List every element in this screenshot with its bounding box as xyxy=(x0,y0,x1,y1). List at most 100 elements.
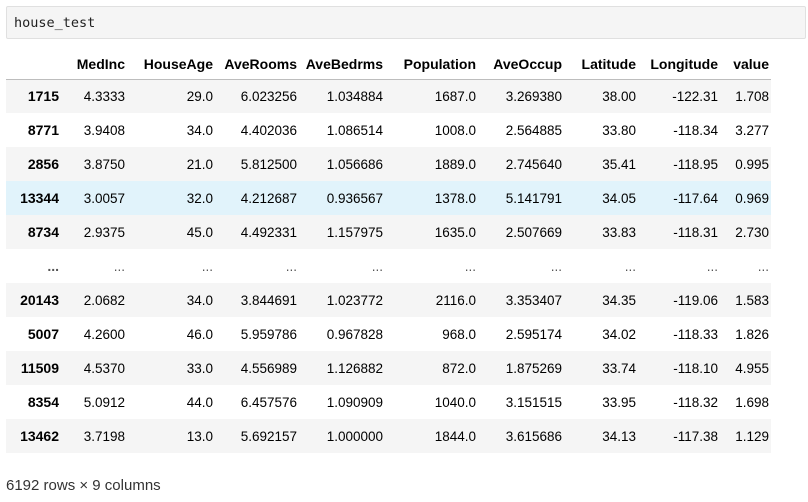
table-cell: 1040.0 xyxy=(434,394,476,410)
table-row: 11509 4.5370 33.0 4.556989 1.126882 872.0 1.87… xyxy=(6,351,771,385)
table-cell: 21.0 xyxy=(186,156,213,172)
table-cell: 2.564885 xyxy=(505,122,562,138)
column-header: AveOccup xyxy=(478,49,564,80)
table-cell: 6.023256 xyxy=(240,88,297,104)
table-cell: -118.31 xyxy=(673,224,718,240)
table-cell: 1687.0 xyxy=(434,88,476,104)
table-cell: 3.353407 xyxy=(505,292,562,308)
table-cell: 1.157975 xyxy=(326,224,383,240)
table-cell: 5.812500 xyxy=(240,156,297,172)
table-cell: 33.80 xyxy=(602,122,636,138)
table-cell: -118.10 xyxy=(673,360,718,376)
table-cell: ... xyxy=(464,258,476,274)
table-cell: ... xyxy=(757,258,769,274)
table-cell: 34.35 xyxy=(602,292,636,308)
table-cell: 35.41 xyxy=(602,156,636,172)
table-cell: 2116.0 xyxy=(435,292,476,308)
table-cell: 3.0057 xyxy=(83,190,125,206)
table-cell: 3.151515 xyxy=(505,394,562,410)
table-cell: 1.129 xyxy=(735,428,769,444)
row-index: 1715 xyxy=(27,88,59,105)
table-row: .............................. xyxy=(6,249,771,283)
table-cell: 1.000000 xyxy=(326,428,383,444)
table-cell: 872.0 xyxy=(442,360,476,376)
table-cell: 4.402036 xyxy=(240,122,297,138)
table-cell: 32.0 xyxy=(186,190,213,206)
table-cell: 2.507669 xyxy=(505,224,562,240)
table-cell: 4.3333 xyxy=(83,88,125,104)
column-header: AveBedrms xyxy=(299,49,385,80)
table-cell: 3.277 xyxy=(735,122,769,138)
dataframe-table: MedInc HouseAge AveRooms AveBedrms Popul… xyxy=(6,49,771,453)
table-cell: 33.74 xyxy=(602,360,636,376)
table-row: 1715 4.3333 29.0 6.023256 1.034884 1687.0 3.26… xyxy=(6,79,771,113)
table-cell: 5.959786 xyxy=(240,326,297,342)
table-cell: 2.9375 xyxy=(83,224,125,240)
table-cell: 2.745640 xyxy=(505,156,562,172)
table-cell: 33.83 xyxy=(602,224,636,240)
table-cell: -122.31 xyxy=(672,88,718,104)
table-cell: 38.00 xyxy=(602,88,636,104)
table-cell: 1378.0 xyxy=(434,190,476,206)
table-cell: -119.06 xyxy=(673,292,718,308)
table-cell: -117.38 xyxy=(673,428,718,444)
column-header: value xyxy=(720,49,771,80)
column-header: AveRooms xyxy=(215,49,299,80)
row-index: ... xyxy=(47,258,59,274)
table-cell: 5.0912 xyxy=(83,394,125,410)
table-cell: 1635.0 xyxy=(434,224,476,240)
table-cell: 1.090909 xyxy=(326,394,383,410)
table-cell: 29.0 xyxy=(186,88,213,104)
column-header: Population xyxy=(385,49,478,80)
column-header: Latitude xyxy=(564,49,638,80)
table-row: 13344 3.0057 32.0 4.212687 0.936567 1378.0 5.1… xyxy=(6,181,771,215)
table-cell: 1.023772 xyxy=(326,292,383,308)
table-row: 13462 3.7198 13.0 5.692157 1.000000 1844.0 3.6… xyxy=(6,419,771,453)
table-cell: 44.0 xyxy=(186,394,213,410)
table-cell: -118.34 xyxy=(673,122,718,138)
table-cell: 1.826 xyxy=(735,326,769,342)
table-row: 8734 2.9375 45.0 4.492331 1.157975 1635.0 2.50… xyxy=(6,215,771,249)
table-cell: 5.692157 xyxy=(240,428,297,444)
table-cell: 4.492331 xyxy=(240,224,297,240)
table-cell: -118.95 xyxy=(673,156,718,172)
column-header: HouseAge xyxy=(127,49,215,80)
table-header-row: MedInc HouseAge AveRooms AveBedrms Popul… xyxy=(6,49,771,80)
row-index: 8771 xyxy=(27,122,59,138)
table-row: 5007 4.2600 46.0 5.959786 0.967828 968.0 2.595… xyxy=(6,317,771,351)
row-index: 2856 xyxy=(27,156,59,172)
table-cell: 33.0 xyxy=(186,360,213,376)
table-cell: 34.13 xyxy=(602,428,636,444)
table-cell: -118.33 xyxy=(673,326,718,342)
table-cell: 1008.0 xyxy=(434,122,476,138)
table-cell: 2.730 xyxy=(735,224,769,240)
table-cell: 34.0 xyxy=(186,122,213,138)
row-index: 8734 xyxy=(27,224,59,240)
table-cell: ... xyxy=(285,258,297,274)
table-cell: 1.056686 xyxy=(326,156,383,172)
row-index: 13462 xyxy=(20,428,59,444)
table-cell: 1844.0 xyxy=(434,428,476,444)
row-index: 20143 xyxy=(20,292,59,308)
table-cell: 3.8750 xyxy=(83,156,125,172)
table-cell: ... xyxy=(201,258,213,274)
table-cell: ... xyxy=(113,258,125,274)
table-cell: 34.02 xyxy=(602,326,636,342)
table-cell: 1.583 xyxy=(735,292,769,308)
table-cell: 34.05 xyxy=(602,190,636,206)
table-cell: 3.7198 xyxy=(83,428,125,444)
table-body: 1715 4.3333 29.0 6.023256 1.034884 1687.0 3.26… xyxy=(6,79,771,453)
table-cell: 0.995 xyxy=(735,156,769,172)
table-cell: 5.141791 xyxy=(505,190,562,206)
table-cell: 2.0682 xyxy=(83,292,125,308)
table-cell: 33.95 xyxy=(602,394,636,410)
code-cell-output-prompt[interactable]: house_test xyxy=(6,6,806,39)
table-cell: 4.955 xyxy=(735,360,769,376)
table-cell: 34.0 xyxy=(186,292,213,308)
table-cell: 968.0 xyxy=(442,326,476,342)
table-cell: -117.64 xyxy=(673,190,718,206)
column-header: MedInc xyxy=(61,49,127,80)
row-index: 5007 xyxy=(27,326,59,342)
table-row: 8771 3.9408 34.0 4.402036 1.086514 1008.0 2.56… xyxy=(6,113,771,147)
table-cell: 0.969 xyxy=(735,190,769,206)
